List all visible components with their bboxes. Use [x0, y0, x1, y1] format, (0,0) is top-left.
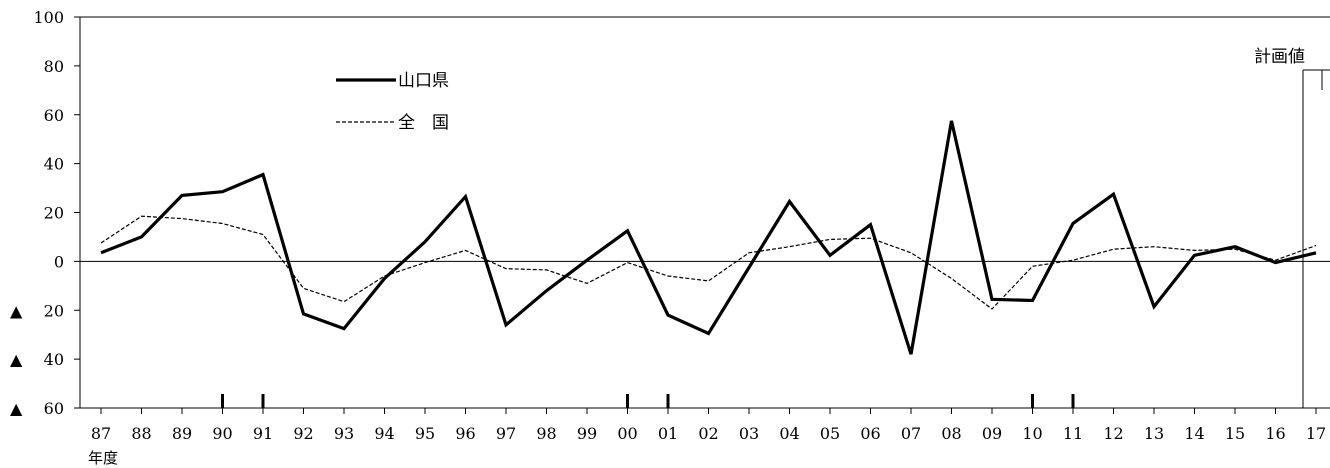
y-tick-label: ▲ 20 [10, 301, 64, 320]
y-axis: 100 80 60 40 20 0 ▲ 20 ▲ 40 ▲ 60 [10, 8, 80, 418]
y-tick-label: 80 [44, 57, 64, 76]
x-axis: 87 88 89 90 91 92 93 94 95 96 97 98 99 00 01 02 03 04 05 06… [88, 394, 1326, 467]
x-tick-label: 91 [253, 424, 273, 443]
period-boundary-mark [1031, 394, 1034, 408]
x-tick-label: 01 [658, 424, 678, 443]
x-axis-title: 年度 [88, 449, 118, 467]
x-tick-label: 07 [901, 424, 921, 443]
x-tick-label: 11 [1063, 424, 1083, 443]
series-line-1 [100, 120, 1317, 355]
x-tick-label: 99 [577, 424, 597, 443]
y-tick-label: 0 [54, 252, 64, 271]
x-tick-label: 14 [1184, 424, 1204, 443]
period-boundary-mark [221, 394, 224, 408]
x-tick-label: 06 [860, 424, 880, 443]
period-boundary-mark [261, 394, 265, 408]
series-line-2 [100, 215, 1317, 310]
x-tick-label: 05 [820, 424, 840, 443]
plan-annotation-label: 計画値 [1254, 47, 1305, 67]
y-tick-label: 20 [44, 204, 64, 223]
y-tick-label: 40 [44, 155, 64, 174]
x-tick-label: 87 [91, 424, 111, 443]
x-tick-label: 12 [1103, 424, 1123, 443]
x-tick-label: 00 [617, 424, 637, 443]
x-tick-label: 90 [212, 424, 232, 443]
x-tick-label: 88 [131, 424, 151, 443]
y-tick-label: ▲ 40 [10, 350, 64, 369]
plan-annotation: 計画値 [1254, 47, 1330, 408]
period-boundary-mark [666, 394, 670, 408]
x-tick-label: 95 [415, 424, 435, 443]
x-tick-label: 93 [334, 424, 354, 443]
x-tick-label: 17 [1306, 424, 1326, 443]
x-tick-label: 04 [779, 424, 799, 443]
x-tick-label: 94 [374, 424, 394, 443]
y-tick-label: 60 [44, 106, 64, 125]
x-tick-label: 08 [941, 424, 961, 443]
period-boundary-mark [626, 394, 629, 408]
x-tick-label: 96 [455, 424, 475, 443]
y-tick-label: 100 [33, 8, 64, 27]
x-tick-label: 10 [1022, 424, 1042, 443]
period-boundary-mark [1071, 394, 1075, 408]
x-tick-label: 15 [1225, 424, 1245, 443]
series-layer [100, 120, 1317, 355]
x-tick-label: 16 [1265, 424, 1285, 443]
x-tick-label: 02 [698, 424, 718, 443]
y-tick-label: ▲ 60 [10, 399, 64, 418]
x-tick-label: 13 [1144, 424, 1164, 443]
x-tick-label: 98 [536, 424, 556, 443]
x-tick-label: 09 [982, 424, 1002, 443]
legend-label: 全 国 [398, 113, 449, 133]
x-tick-label: 89 [172, 424, 192, 443]
plot-area [79, 16, 1330, 409]
x-tick-label: 03 [739, 424, 759, 443]
legend-label: 山口県 [398, 71, 449, 91]
x-tick-label: 92 [293, 424, 313, 443]
x-tick-label: 97 [496, 424, 516, 443]
